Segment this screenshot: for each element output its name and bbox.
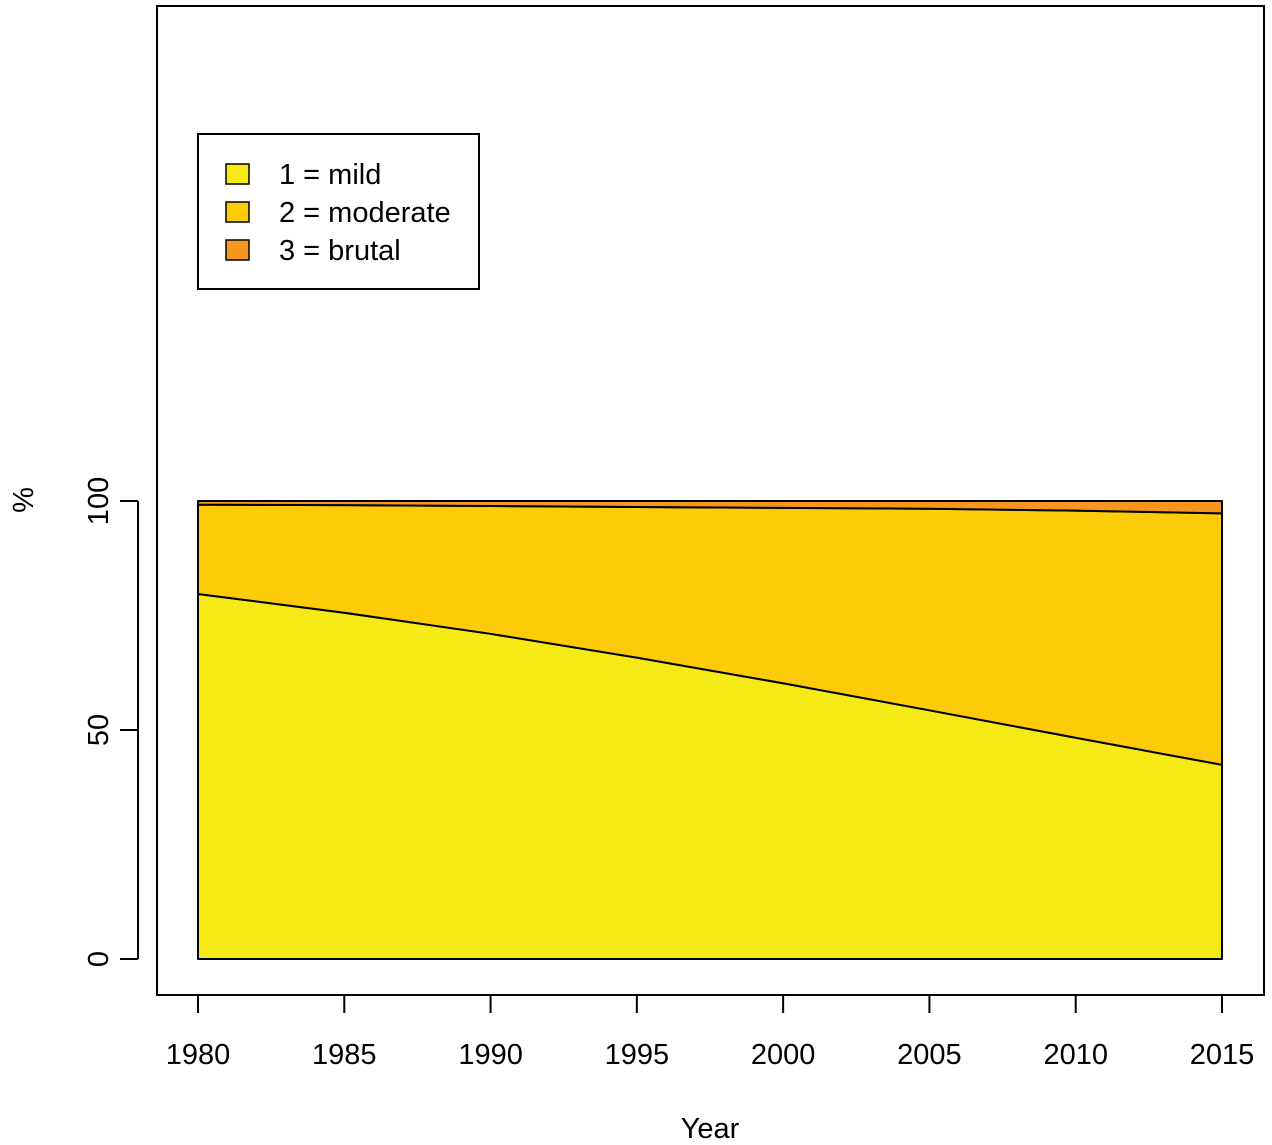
x-tick-label: 2005 [897, 1039, 962, 1071]
x-tick-label: 1995 [605, 1039, 670, 1071]
x-tick-label: 2000 [751, 1039, 816, 1071]
legend-label: 2 = moderate [279, 197, 451, 229]
legend-swatch [225, 201, 250, 223]
legend-label: 3 = brutal [279, 235, 401, 267]
x-tick-label: 1990 [458, 1039, 523, 1071]
legend-swatch [225, 239, 250, 261]
areas-layer [197, 500, 1223, 960]
x-axis-title: Year [681, 1113, 740, 1145]
y-tick-label: 100 [83, 477, 115, 525]
y-tick-label: 50 [83, 714, 115, 746]
legend-swatch [225, 163, 250, 185]
y-axis-title: % [8, 487, 40, 513]
x-tick-label: 2015 [1190, 1039, 1255, 1071]
x-tick-label: 2010 [1043, 1039, 1108, 1071]
x-tick-label: 1980 [166, 1039, 231, 1071]
legend-label: 1 = mild [279, 159, 381, 191]
y-tick-label: 0 [83, 951, 115, 967]
legend: 1 = mild 2 = moderate 3 = brutal [197, 133, 480, 290]
y-axis: 0 50 100 [83, 477, 139, 967]
area-series-3 [197, 500, 1223, 515]
x-tick-label: 1985 [312, 1039, 377, 1071]
x-axis: 1980 1985 1990 1995 2000 2005 2010 2015 [166, 994, 1255, 1071]
